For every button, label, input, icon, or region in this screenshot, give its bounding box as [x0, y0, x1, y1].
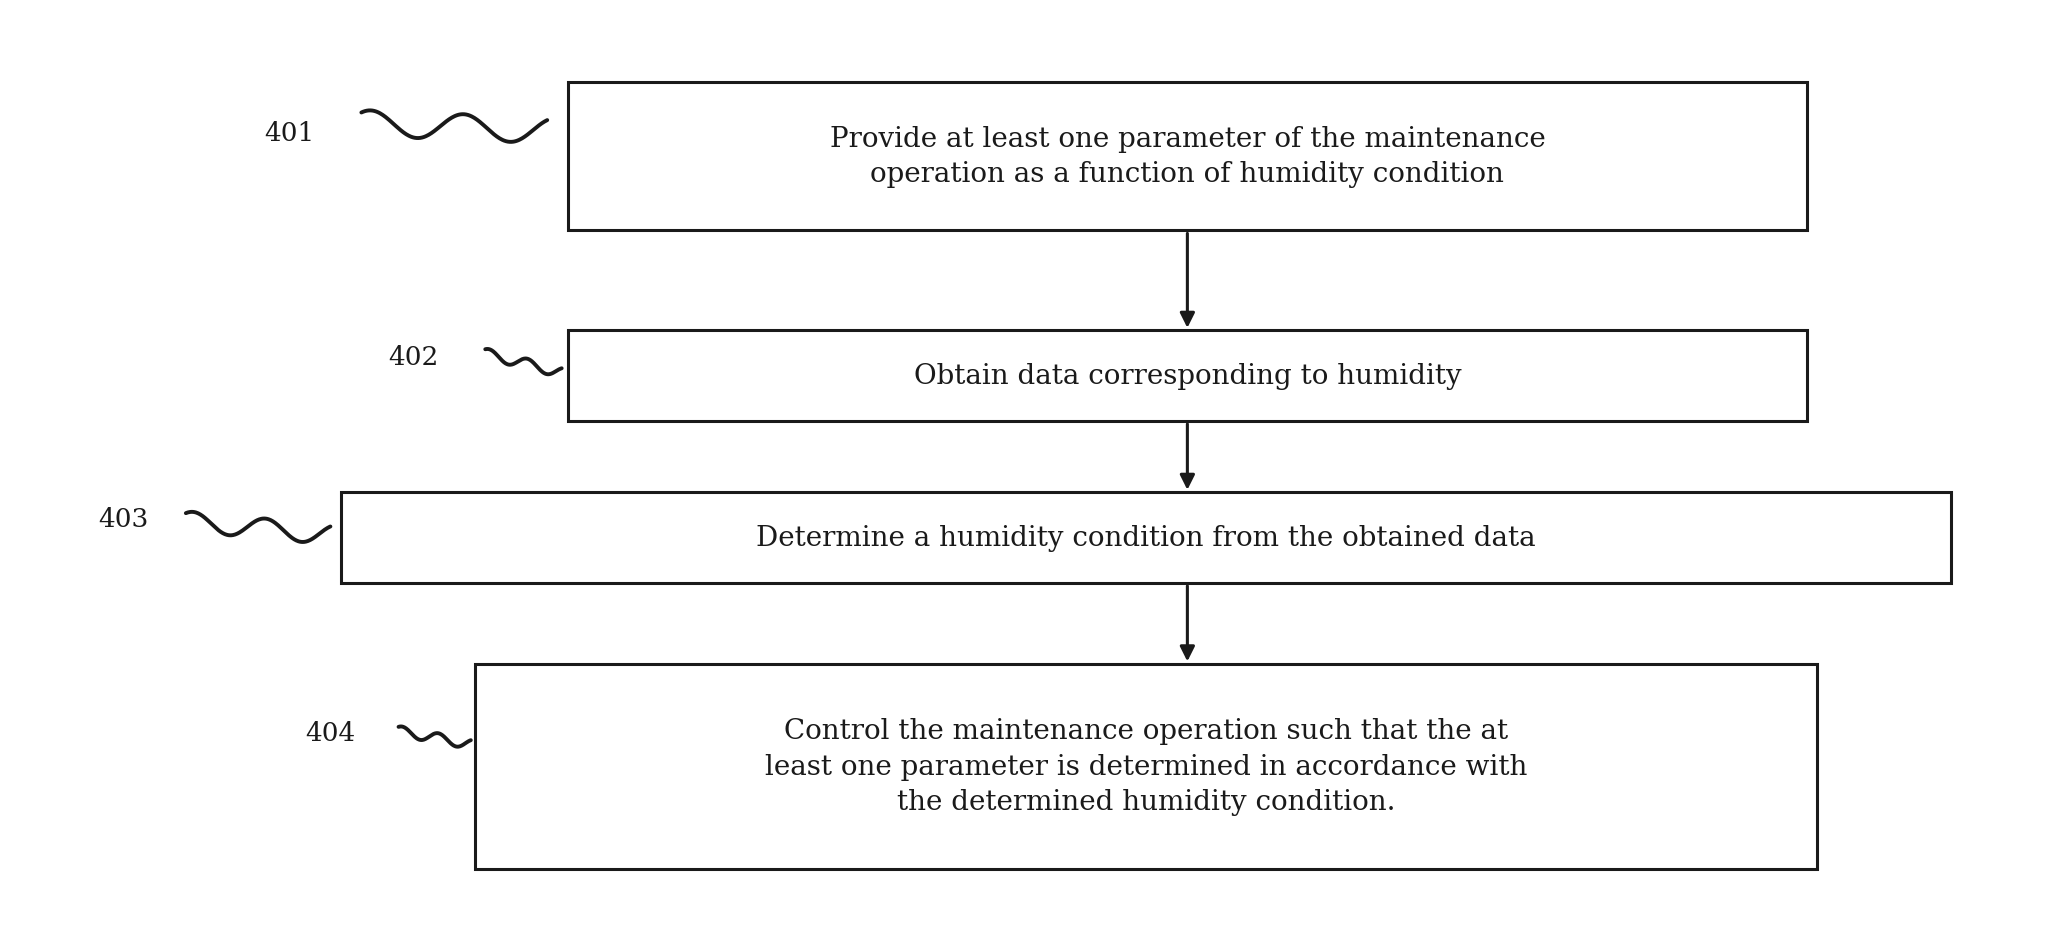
Text: Control the maintenance operation such that the at
least one parameter is determ: Control the maintenance operation such t… — [764, 718, 1528, 815]
Text: 401: 401 — [264, 121, 314, 146]
FancyBboxPatch shape — [568, 84, 1807, 231]
Text: Provide at least one parameter of the maintenance
operation as a function of hum: Provide at least one parameter of the ma… — [830, 126, 1545, 188]
Text: 403: 403 — [99, 506, 149, 531]
FancyBboxPatch shape — [341, 493, 1951, 583]
Text: Determine a humidity condition from the obtained data: Determine a humidity condition from the … — [756, 525, 1536, 551]
Text: Obtain data corresponding to humidity: Obtain data corresponding to humidity — [913, 363, 1462, 389]
Text: 404: 404 — [306, 721, 355, 745]
FancyBboxPatch shape — [568, 331, 1807, 422]
FancyBboxPatch shape — [475, 664, 1817, 868]
Text: 402: 402 — [388, 345, 438, 369]
